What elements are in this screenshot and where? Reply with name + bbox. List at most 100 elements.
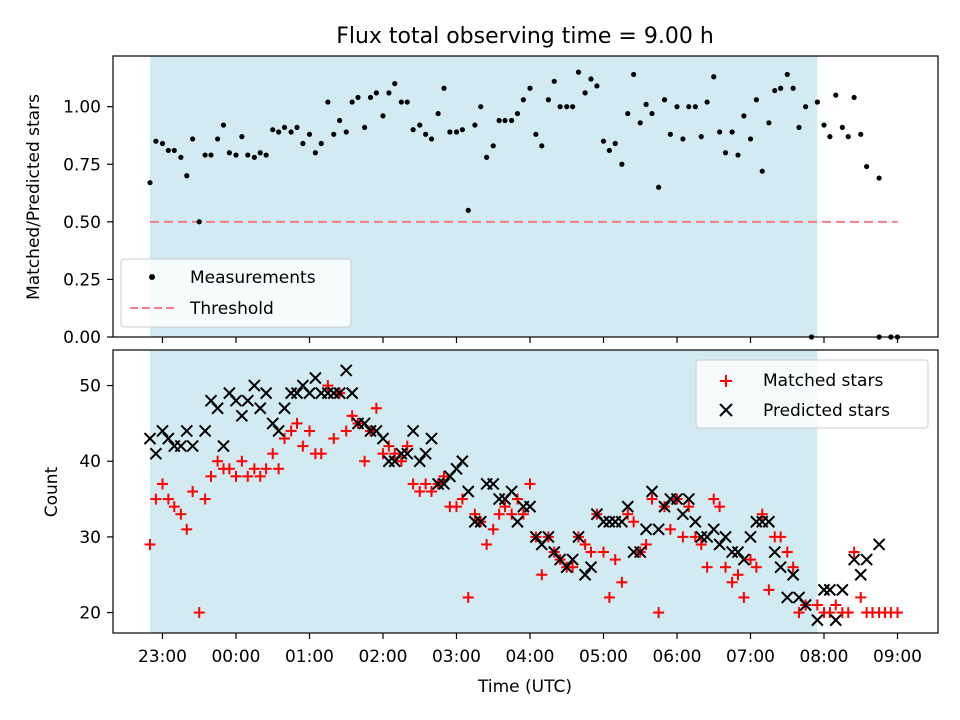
measurement-point bbox=[827, 134, 833, 140]
measurement-point bbox=[759, 168, 765, 174]
measurement-point bbox=[380, 113, 386, 119]
matched-point bbox=[536, 569, 548, 581]
predicted-point bbox=[309, 371, 322, 385]
matched-point bbox=[279, 433, 291, 445]
matched-point bbox=[848, 546, 860, 558]
matched-point bbox=[824, 607, 836, 619]
predicted-point bbox=[303, 386, 316, 400]
matched-point bbox=[414, 486, 426, 497]
predicted-point bbox=[847, 553, 861, 566]
predicted-point bbox=[248, 379, 261, 392]
measurement-point bbox=[612, 140, 618, 147]
top-x-axis-ticks bbox=[161, 337, 899, 343]
measurement-point bbox=[851, 94, 857, 101]
measurement-point bbox=[263, 152, 269, 158]
top-legend: Measurements Threshold bbox=[120, 258, 352, 328]
measurement-point bbox=[594, 83, 600, 89]
matched-point bbox=[891, 607, 903, 619]
predicted-point bbox=[682, 492, 695, 506]
x-tick-label: 23:00 bbox=[138, 647, 187, 667]
predicted-point bbox=[364, 424, 377, 438]
measurement-point bbox=[704, 99, 710, 105]
matched-point bbox=[524, 478, 536, 490]
legend-matched-label: Matched stars bbox=[763, 371, 883, 391]
matched-point bbox=[567, 561, 579, 573]
measurement-point bbox=[459, 127, 465, 133]
predicted-point bbox=[180, 424, 193, 438]
measurement-point bbox=[392, 81, 398, 87]
predicted-point bbox=[523, 500, 537, 513]
bottom-matched-points bbox=[144, 380, 903, 619]
measurement-point bbox=[539, 143, 545, 149]
y-tick-label: 50 bbox=[79, 377, 101, 397]
top-panel: 0.00 0.25 0.50 0.75 1.00 Matched/Predicted s… bbox=[24, 55, 939, 348]
matched-point bbox=[346, 410, 358, 422]
matched-point bbox=[750, 561, 762, 573]
predicted-point bbox=[566, 553, 579, 566]
predicted-point bbox=[321, 386, 335, 400]
measurement-point bbox=[190, 136, 196, 142]
legend-measurements-label: Measurements bbox=[190, 268, 316, 288]
measurement-point bbox=[239, 134, 245, 140]
matched-point bbox=[181, 523, 193, 535]
matched-point bbox=[640, 538, 652, 550]
matched-point bbox=[377, 448, 389, 460]
predicted-point bbox=[259, 386, 273, 400]
predicted-point bbox=[468, 515, 482, 528]
matched-point bbox=[653, 607, 665, 619]
legend-threshold-label: Threshold bbox=[189, 299, 274, 319]
bottom-x-axis-ticks: 23:00 00:00 01:00 02:00 03:00 04:00 05:00 06:00… bbox=[138, 633, 922, 667]
legend-matched-marker bbox=[720, 375, 732, 387]
measurement-point bbox=[171, 147, 177, 154]
predicted-point bbox=[774, 560, 787, 574]
matched-point bbox=[462, 591, 474, 603]
measurement-point bbox=[355, 94, 361, 101]
predicted-point bbox=[744, 530, 757, 544]
measurement-point bbox=[410, 127, 416, 133]
measurement-point bbox=[649, 110, 655, 117]
matched-point bbox=[714, 501, 726, 513]
predicted-point bbox=[290, 386, 304, 400]
predicted-point bbox=[578, 568, 592, 581]
measurement-point bbox=[312, 150, 318, 156]
bottom-predicted-points bbox=[143, 364, 886, 627]
measurement-point bbox=[717, 129, 723, 135]
top-panel-frame bbox=[112, 55, 939, 338]
matched-point bbox=[469, 508, 481, 520]
matched-point bbox=[744, 554, 756, 566]
predicted-point bbox=[511, 515, 524, 528]
measurement-point bbox=[839, 124, 845, 131]
measurement-point bbox=[233, 152, 239, 158]
x-tick-label: 07:00 bbox=[726, 647, 775, 667]
predicted-point bbox=[254, 402, 267, 415]
measurement-point bbox=[790, 85, 796, 91]
predicted-point bbox=[419, 447, 432, 460]
predicted-point bbox=[750, 515, 763, 528]
predicted-point bbox=[272, 424, 285, 438]
matched-point bbox=[781, 546, 793, 558]
measurement-point bbox=[711, 74, 717, 80]
predicted-point bbox=[284, 386, 298, 400]
predicted-point bbox=[829, 613, 842, 627]
measurement-point bbox=[196, 219, 202, 225]
predicted-point bbox=[235, 409, 249, 423]
x-tick-label: 05:00 bbox=[579, 647, 628, 667]
matched-point bbox=[677, 531, 689, 543]
predicted-point bbox=[505, 485, 518, 498]
matched-point bbox=[499, 501, 511, 513]
matched-point bbox=[370, 402, 382, 414]
measurement-point bbox=[803, 104, 809, 110]
predicted-point bbox=[872, 538, 886, 551]
measurement-point bbox=[864, 163, 870, 170]
measurement-point bbox=[417, 122, 423, 128]
predicted-point bbox=[645, 485, 659, 498]
predicted-point bbox=[406, 424, 420, 438]
matched-point bbox=[811, 599, 823, 611]
measurement-point bbox=[496, 117, 502, 124]
measurement-point bbox=[588, 76, 594, 82]
predicted-point bbox=[217, 439, 230, 453]
matched-point bbox=[230, 470, 242, 482]
measurement-point bbox=[465, 207, 471, 213]
x-tick-label: 02:00 bbox=[358, 647, 407, 667]
matched-point bbox=[315, 448, 327, 460]
